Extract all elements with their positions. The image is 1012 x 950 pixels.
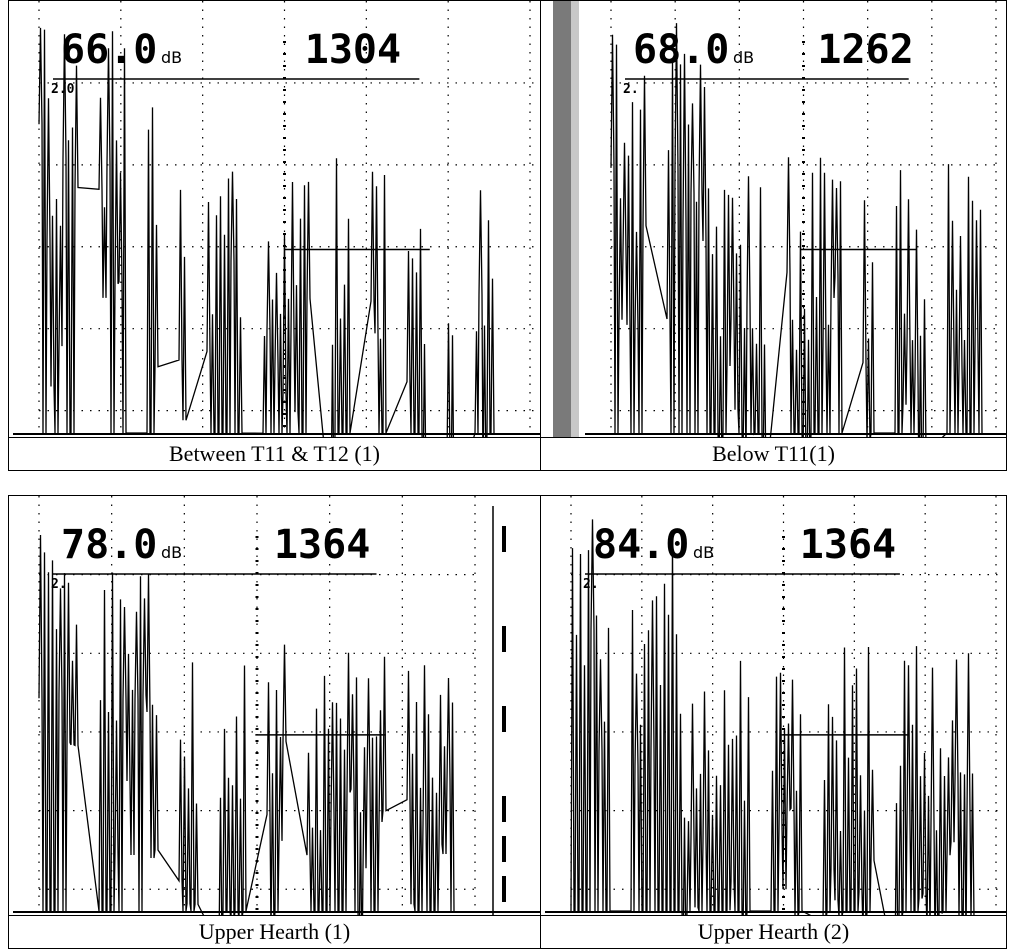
gain: 66.0: [61, 27, 157, 73]
marker: 2.: [583, 577, 599, 592]
waveform: [39, 28, 494, 437]
caption: Below T11(1): [540, 437, 1007, 471]
side-panel-glyph: [502, 836, 506, 862]
marker: 2.: [51, 577, 67, 592]
page: 66.0dB13042.0Between T11 & T12 (1)68.0dB…: [0, 0, 1012, 950]
side-panel-glyph: [502, 876, 506, 902]
side-panel-glyph: [502, 526, 506, 552]
reading: 1364: [800, 522, 896, 568]
waveform: [571, 519, 974, 915]
waveform: [611, 23, 982, 437]
window-edge: [571, 1, 579, 437]
marker: 2.: [623, 82, 639, 97]
marker: 2.0: [51, 82, 75, 97]
waveform: [39, 535, 454, 915]
gain-unit: dB: [161, 48, 182, 67]
caption: Upper Hearth (1): [8, 915, 541, 949]
gain: 84.0: [593, 522, 689, 568]
gain: 68.0: [633, 27, 729, 73]
caption: Upper Hearth (2): [540, 915, 1007, 949]
reading: 1262: [817, 27, 913, 73]
caption: Between T11 & T12 (1): [8, 437, 541, 471]
side-panel-glyph: [502, 626, 506, 652]
reading: 1364: [274, 522, 370, 568]
gain-unit: dB: [161, 543, 182, 562]
gain-unit: dB: [733, 48, 754, 67]
window-edge: [553, 1, 571, 437]
side-panel-glyph: [502, 706, 506, 732]
gain-unit: dB: [693, 543, 714, 562]
reading: 1304: [305, 27, 401, 73]
gain: 78.0: [61, 522, 157, 568]
side-panel-glyph: [502, 796, 506, 822]
